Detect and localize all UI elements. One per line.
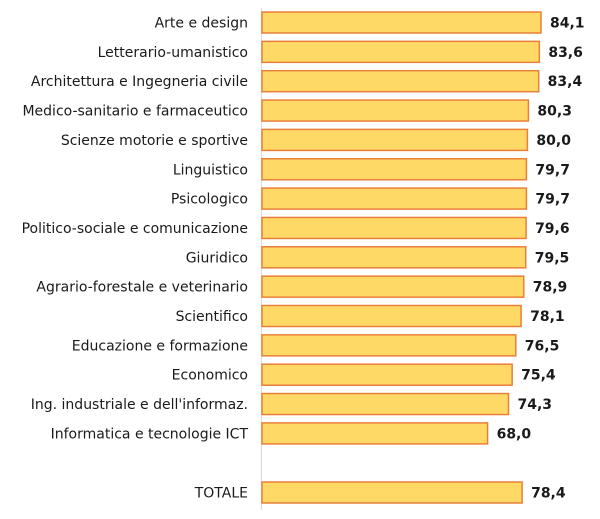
category-label-3: Medico-sanitario e farmaceutico (22, 104, 248, 120)
category-label-1: Letterario-umanistico (98, 45, 248, 61)
bar-13 (261, 392, 510, 416)
bar-10 (261, 304, 522, 328)
category-label-9: Agrario-forestale e veterinario (36, 280, 248, 296)
value-label-2: 83,4 (548, 74, 583, 90)
value-label-14: 68,0 (497, 426, 532, 442)
bar-7 (261, 216, 527, 240)
value-label-1: 83,6 (548, 45, 583, 61)
category-label-5: Linguistico (173, 162, 248, 178)
value-label-3: 80,3 (537, 104, 572, 120)
bar-3 (261, 99, 530, 122)
bar-total (261, 481, 523, 504)
category-labels-group: Arte e design Letterario-umanistico Archit… (22, 16, 249, 502)
bar-9 (261, 275, 525, 298)
bar-5 (261, 158, 528, 181)
category-label-2: Architettura e Ingegneria civile (31, 74, 248, 90)
bar-0 (261, 11, 542, 34)
bar-12 (261, 363, 513, 386)
bar-8 (261, 246, 527, 269)
category-label-7: Politico-sociale e comunicazione (22, 221, 248, 237)
category-label-11: Educazione e formazione (72, 338, 248, 354)
category-label-13: Ing. industriale e dell'informaz. (31, 397, 248, 413)
value-label-11: 76,5 (525, 338, 560, 354)
category-label-10: Scientifico (176, 309, 248, 325)
value-label-0: 84,1 (550, 16, 585, 32)
category-label-4: Scienze motorie e sportive (61, 133, 248, 149)
category-label-8: Giuridico (186, 250, 248, 266)
bars-group (261, 11, 542, 504)
value-labels-group: 84,1 83,6 83,4 80,3 80,0 79,7 79,7 79,6 79,5 78,9… (497, 16, 585, 502)
value-label-5: 79,7 (535, 162, 570, 178)
category-label-0: Arte e design (155, 16, 248, 32)
value-label-12: 75,4 (521, 368, 556, 384)
category-label-6: Psicologico (171, 192, 248, 208)
category-label-total: TOTALE (194, 486, 248, 502)
value-label-9: 78,9 (533, 280, 568, 296)
value-label-13: 74,3 (517, 397, 552, 413)
bar-14 (261, 422, 489, 445)
category-label-14: Informatica e tecnologie ICT (51, 426, 249, 442)
value-label-6: 79,7 (535, 192, 570, 208)
value-label-7: 79,6 (535, 221, 570, 237)
value-label-10: 78,1 (530, 309, 565, 325)
value-label-total: 78,4 (531, 486, 566, 502)
bar-6 (261, 187, 528, 210)
value-label-4: 80,0 (536, 133, 571, 149)
bar-1 (261, 40, 541, 64)
bar-11 (261, 334, 517, 357)
value-label-8: 79,5 (535, 250, 570, 266)
bar-4 (261, 128, 529, 152)
bar-2 (261, 69, 540, 93)
category-label-12: Economico (172, 368, 248, 384)
